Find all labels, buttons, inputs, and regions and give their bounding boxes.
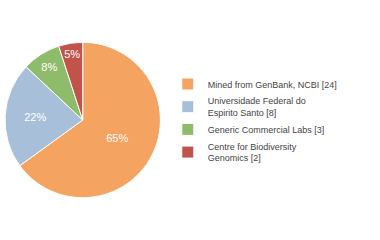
svg-text:Universidade Federal doEspirit: Universidade Federal doEspirito Santo [8… <box>208 96 306 118</box>
svg-text:65%: 65% <box>106 132 128 144</box>
svg-text:8%: 8% <box>41 61 57 73</box>
svg-text:Generic Commercial Labs [3]: Generic Commercial Labs [3] <box>208 125 325 135</box>
svg-text:Mined from GenBank, NCBI [24]: Mined from GenBank, NCBI [24] <box>208 80 337 90</box>
svg-text:5%: 5% <box>64 48 80 60</box>
svg-text:Centre for BiodiversityGenomic: Centre for BiodiversityGenomics [2] <box>208 142 297 164</box>
svg-text:22%: 22% <box>24 111 46 123</box>
